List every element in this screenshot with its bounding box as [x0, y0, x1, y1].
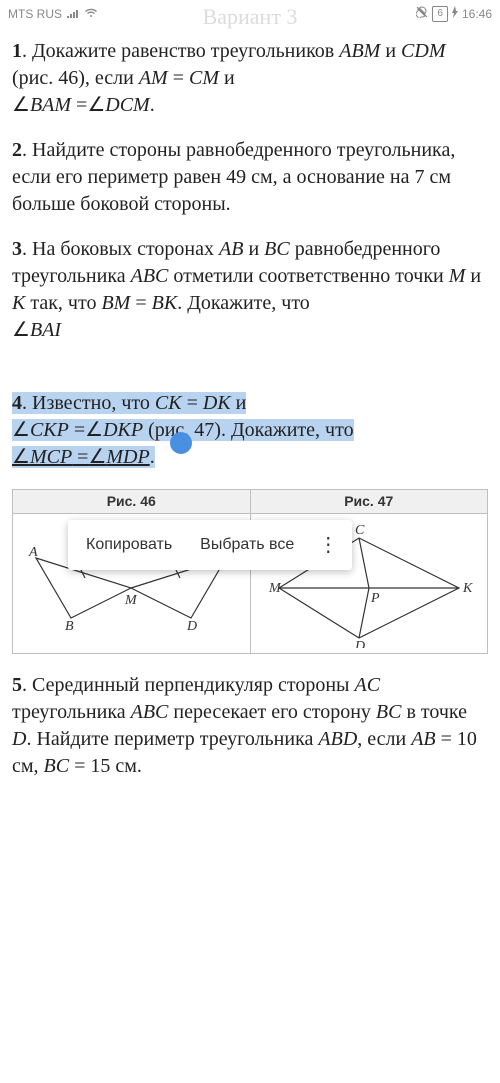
svg-text:D: D — [354, 639, 365, 648]
status-left: MTS RUS — [8, 6, 98, 22]
problem-2: 2. Найдите стороны равнобедренного треуг… — [12, 137, 488, 218]
time-label: 16:46 — [462, 6, 492, 22]
battery-icon: 6 — [432, 6, 448, 22]
carrier-label: MTS RUS — [8, 6, 62, 22]
context-menu: Копировать Выбрать все ⋮ — [68, 520, 352, 570]
selection-handle[interactable] — [170, 432, 192, 454]
problem-3: 3. На боковых сторонах AB и BC равнобедр… — [12, 236, 488, 344]
content-lower: 4. Известно, что CK = DK и ∠CKP =∠DKP (р… — [0, 362, 500, 780]
figure-header: Рис. 47 — [250, 490, 488, 514]
problem-5: 5. Серединный перпендикуляр стороны AC т… — [12, 672, 488, 780]
svg-text:D: D — [186, 619, 197, 634]
figure-header: Рис. 46 — [13, 490, 251, 514]
problem-number: 1 — [12, 40, 22, 62]
problem-number: 5 — [12, 674, 22, 696]
copy-button[interactable]: Копировать — [72, 528, 186, 562]
svg-text:M: M — [268, 581, 282, 596]
problem-1: 1. Докажите равенство треугольников ABM … — [12, 38, 488, 119]
wifi-icon — [84, 6, 98, 22]
svg-text:C: C — [355, 523, 365, 538]
more-icon[interactable]: ⋮ — [308, 539, 348, 551]
status-bar: MTS RUS 6 16:46 — [0, 0, 500, 28]
content: 1. Докажите равенство треугольников ABM … — [0, 28, 500, 344]
svg-text:B: B — [65, 619, 74, 634]
charge-icon — [452, 6, 458, 22]
svg-text:P: P — [370, 591, 380, 606]
signal-icon — [66, 6, 80, 22]
select-all-button[interactable]: Выбрать все — [186, 528, 308, 562]
problem-4: 4. Известно, что CK = DK и ∠CKP =∠DKP (р… — [12, 390, 488, 471]
svg-text:K: K — [462, 581, 473, 596]
svg-text:A: A — [28, 545, 38, 560]
status-right: 6 16:46 — [416, 6, 492, 22]
svg-text:M: M — [124, 593, 138, 608]
problem-number: 4 — [12, 392, 22, 414]
figures-table: Рис. 46 Рис. 47 A B M C — [12, 489, 488, 654]
problem-number: 2 — [12, 139, 22, 161]
mute-icon — [416, 6, 428, 22]
problem-number: 3 — [12, 238, 22, 260]
